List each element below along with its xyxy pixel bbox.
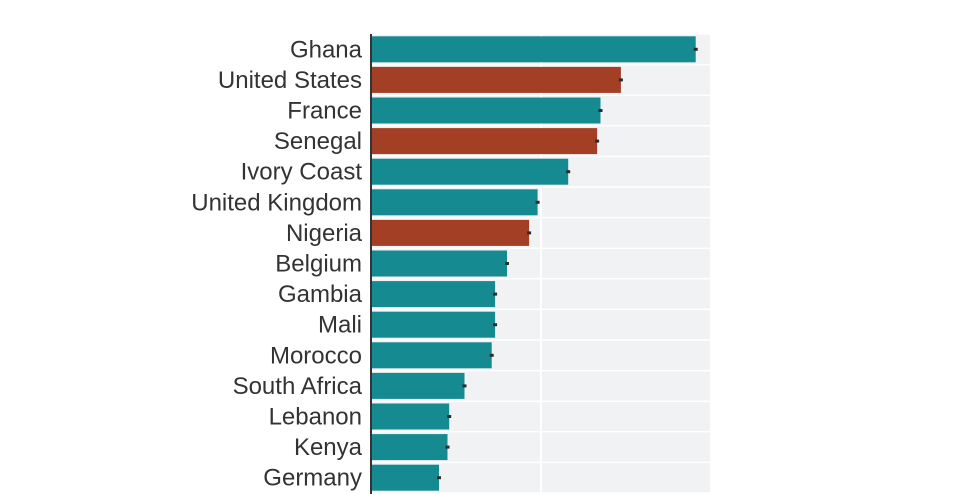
category-label: Senegal — [274, 128, 362, 155]
bar-gambia — [371, 281, 496, 308]
bar-belgium — [371, 250, 507, 277]
bars-group — [371, 36, 698, 491]
bar-senegal — [371, 128, 598, 155]
category-label: Nigeria — [286, 220, 363, 247]
category-label: United States — [218, 67, 362, 94]
bar-united-states — [371, 66, 621, 93]
category-label: Kenya — [294, 434, 363, 461]
bar-ghana — [371, 36, 696, 63]
bar-france — [371, 97, 601, 124]
category-label: United Kingdom — [191, 189, 362, 216]
bar-ivory-coast — [371, 158, 569, 185]
category-label: Lebanon — [269, 404, 362, 431]
category-label: Ivory Coast — [241, 159, 363, 186]
bar-united-kingdom — [371, 189, 538, 216]
bar-nigeria — [371, 219, 530, 246]
category-label: Morocco — [270, 342, 362, 369]
bar-germany — [371, 464, 439, 491]
category-label: Mali — [318, 312, 362, 339]
category-label: South Africa — [233, 373, 363, 400]
bar-lebanon — [371, 403, 450, 430]
category-label: France — [287, 98, 362, 125]
bar-mali — [371, 311, 496, 338]
category-label: Ghana — [290, 36, 363, 63]
category-labels: Ghana United States France Senegal Ivory Coa… — [191, 36, 362, 491]
category-label: Belgium — [275, 251, 362, 278]
category-label: Gambia — [278, 281, 363, 308]
bar-south-africa — [371, 372, 465, 399]
category-label: Germany — [263, 465, 362, 492]
bar-kenya — [371, 434, 448, 461]
bar-morocco — [371, 342, 492, 369]
gridlines — [371, 33, 712, 494]
